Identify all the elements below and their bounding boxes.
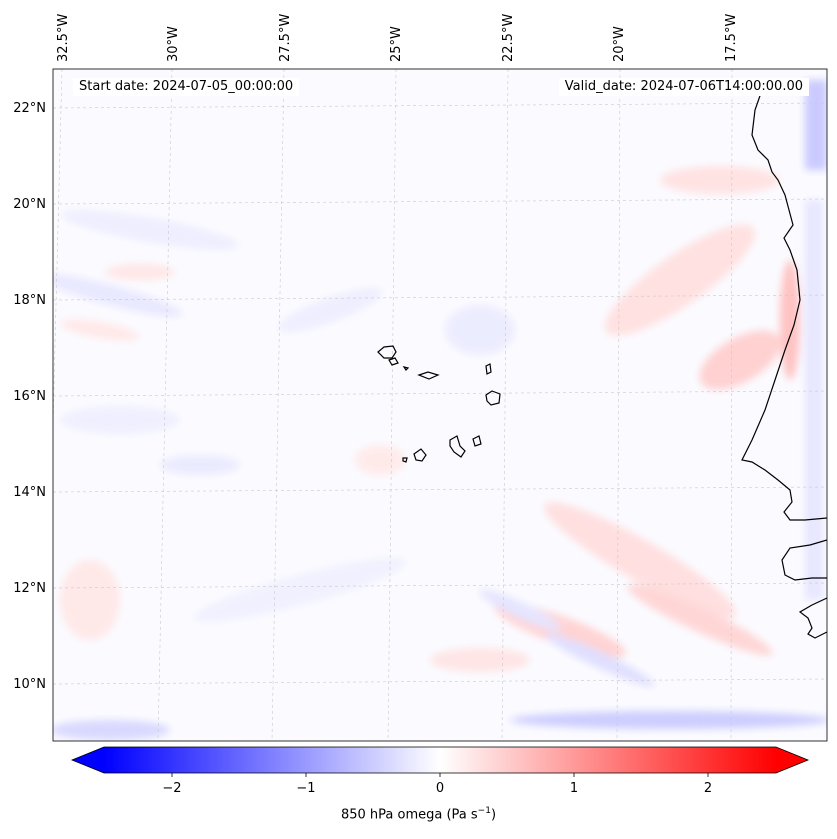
- colorbar-tick-label: −1: [296, 781, 316, 796]
- lat-label: 20°N: [13, 197, 46, 212]
- island-sao-nicolau: [417, 371, 440, 380]
- colorbar-label-text: 850 hPa omega (Pa s: [340, 807, 478, 823]
- lat-label: 12°N: [13, 581, 46, 596]
- colorbar-tick-label: 0: [435, 781, 445, 796]
- island-boa-vista: [485, 390, 501, 406]
- lat-label: 10°N: [13, 677, 46, 692]
- colorbar-tick-label: −2: [162, 781, 182, 796]
- island-sal: [485, 363, 492, 375]
- lon-labels: 32.5°W 30°W 27.5°W 25°W 22.5°W 20°W 17.5…: [56, 14, 739, 62]
- island-santa-luzia: [402, 366, 410, 371]
- island-maio: [472, 435, 482, 447]
- omega-field: [53, 69, 827, 741]
- colorbar: [70, 746, 810, 777]
- lon-label: 27.5°W: [278, 14, 293, 62]
- lat-label: 14°N: [13, 485, 46, 500]
- lon-label: 25°W: [389, 26, 404, 62]
- lon-label: 32.5°W: [56, 14, 71, 62]
- african-coastline: [741, 89, 827, 521]
- valid-date-label: Valid_date: 2024-07-06T14:00:00.00: [558, 78, 809, 96]
- colorbar-label-exponent: −1: [477, 806, 491, 816]
- start-date-label: Start date: 2024-07-05_00:00:00: [73, 78, 300, 96]
- colorbar-label-close: ): [490, 807, 497, 823]
- colorbar-label: 850 hPa omega (Pa s−1): [0, 806, 837, 822]
- island-sao-vicente: [388, 357, 399, 366]
- colorbar-bar: [104, 747, 776, 773]
- lat-label: 18°N: [13, 293, 46, 308]
- map-frame: [52, 68, 828, 742]
- lat-label: 22°N: [13, 101, 46, 116]
- island-santo-antao: [377, 345, 397, 359]
- colorbar-max-extend: [776, 747, 808, 773]
- colorbar-tick-label: 2: [703, 781, 713, 796]
- colorbar-tick-label: 1: [569, 781, 579, 796]
- graticule: [53, 69, 827, 741]
- lat-labels: 22°N 20°N 18°N 16°N 14°N 12°N 10°N: [13, 101, 46, 692]
- colorbar-min-extend: [72, 747, 104, 773]
- lon-label: 20°W: [612, 26, 627, 62]
- island-brava: [402, 457, 408, 463]
- cape-verde-islands: [377, 345, 501, 463]
- lon-label: 22.5°W: [501, 14, 516, 62]
- gambia-coastline: [781, 539, 827, 581]
- lat-label: 16°N: [13, 389, 46, 404]
- lon-label: 17.5°W: [724, 14, 739, 62]
- island-fogo: [413, 448, 427, 462]
- lon-label: 30°W: [166, 26, 181, 62]
- island-santiago: [449, 435, 466, 458]
- guinea-bissau-coastline: [798, 597, 827, 639]
